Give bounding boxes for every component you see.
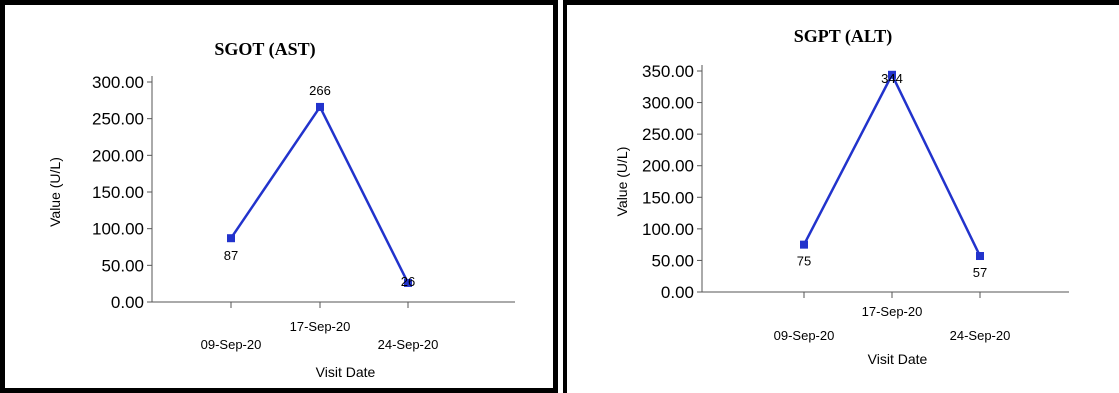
data-label: 26: [401, 274, 415, 289]
data-label: 57: [973, 265, 987, 280]
y-tick-label: 150.00: [92, 183, 144, 202]
y-tick-label: 0.00: [111, 293, 144, 312]
data-point: [404, 278, 412, 287]
x-tick-label: 24-Sep-20: [378, 337, 439, 352]
x-tick-label: 17-Sep-20: [290, 319, 351, 334]
sgpt-chart-panel: SGPT (ALT) 0.00 50.00 100.00 150.00 200.00 250…: [563, 0, 1119, 393]
data-point: [888, 70, 896, 79]
data-point: [227, 234, 235, 243]
x-tick-label: 17-Sep-20: [862, 304, 923, 319]
y-tick-label: 100.00: [642, 220, 694, 239]
y-tick-label: 50.00: [651, 251, 694, 270]
x-tick-label: 24-Sep-20: [950, 328, 1011, 343]
y-tick-label: 100.00: [92, 220, 144, 239]
x-tick-label: 09-Sep-20: [774, 328, 835, 343]
sgpt-chart: SGPT (ALT) 0.00 50.00 100.00 150.00 200.00 250…: [614, 26, 1069, 367]
chart-title: SGOT (AST): [214, 39, 315, 60]
y-axis-title: Value (U/L): [614, 147, 630, 217]
data-label: 344: [881, 71, 903, 86]
data-label: 87: [224, 248, 238, 263]
y-tick-label: 300.00: [92, 73, 144, 92]
data-label: 75: [797, 254, 811, 269]
x-tick-label: 09-Sep-20: [201, 337, 262, 352]
series-line: [229, 104, 410, 284]
series-line: [802, 72, 982, 257]
data-point: [316, 102, 324, 111]
y-tick-label: 0.00: [661, 283, 694, 302]
x-axis-title: Visit Date: [868, 351, 928, 367]
data-label: 266: [309, 83, 331, 98]
x-axis-title: Visit Date: [316, 364, 376, 380]
data-point: [976, 252, 984, 261]
chart-title: SGPT (ALT): [794, 26, 893, 47]
y-axis-title: Value (U/L): [47, 157, 63, 227]
sgot-chart: SGOT (AST) 0.00 50.00 100.00 150.00 200.00 250…: [47, 39, 515, 380]
sgot-chart-panel: SGOT (AST) 0.00 50.00 100.00 150.00 200.00 250…: [0, 0, 558, 393]
y-tick-label: 250.00: [92, 110, 144, 129]
y-tick-label: 50.00: [101, 256, 144, 275]
y-tick-label: 350.00: [642, 62, 694, 81]
y-tick-label: 200.00: [92, 146, 144, 165]
y-tick-label: 300.00: [642, 94, 694, 113]
y-tick-label: 250.00: [642, 125, 694, 144]
y-tick-label: 150.00: [642, 188, 694, 207]
y-tick-label: 200.00: [642, 157, 694, 176]
data-point: [800, 240, 808, 249]
